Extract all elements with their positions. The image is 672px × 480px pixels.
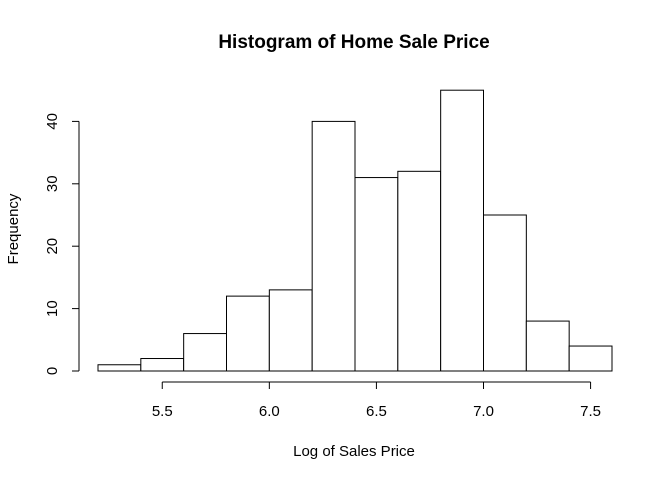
- histogram-bar: [568, 345, 613, 372]
- histogram-bar: [183, 333, 228, 372]
- x-tick-label: 5.5: [152, 403, 173, 420]
- chart-title: Histogram of Home Sale Price: [218, 32, 489, 53]
- histogram-bar: [354, 177, 399, 372]
- y-tick-label: 30: [44, 175, 61, 192]
- histogram-bar: [268, 289, 313, 372]
- bars-group: [97, 89, 613, 372]
- y-tick-label: 10: [44, 300, 61, 317]
- y-tick-label: 20: [44, 238, 61, 255]
- histogram-bar: [483, 214, 527, 372]
- histogram-bar: [226, 295, 270, 372]
- histogram-bar: [397, 170, 442, 372]
- x-tick-label: 6.0: [259, 403, 280, 420]
- x-tick-label: 7.0: [473, 403, 494, 420]
- histogram-bar: [140, 358, 185, 372]
- histogram-bar: [97, 364, 142, 372]
- histogram-bar: [440, 89, 484, 372]
- histogram-bar: [311, 120, 356, 372]
- y-tick-label: 40: [44, 113, 61, 130]
- histogram-bar: [525, 320, 570, 372]
- x-tick-label: 7.5: [580, 403, 601, 420]
- x-axis: 5.5 6.0 6.5 7.0 7.5: [152, 381, 601, 420]
- x-axis-label: Log of Sales Price: [293, 443, 415, 460]
- y-axis: 0 10 20 30 40: [44, 113, 80, 375]
- y-axis-label: Frequency: [5, 193, 22, 264]
- y-tick-label: 0: [44, 367, 61, 375]
- x-tick-label: 6.5: [366, 403, 387, 420]
